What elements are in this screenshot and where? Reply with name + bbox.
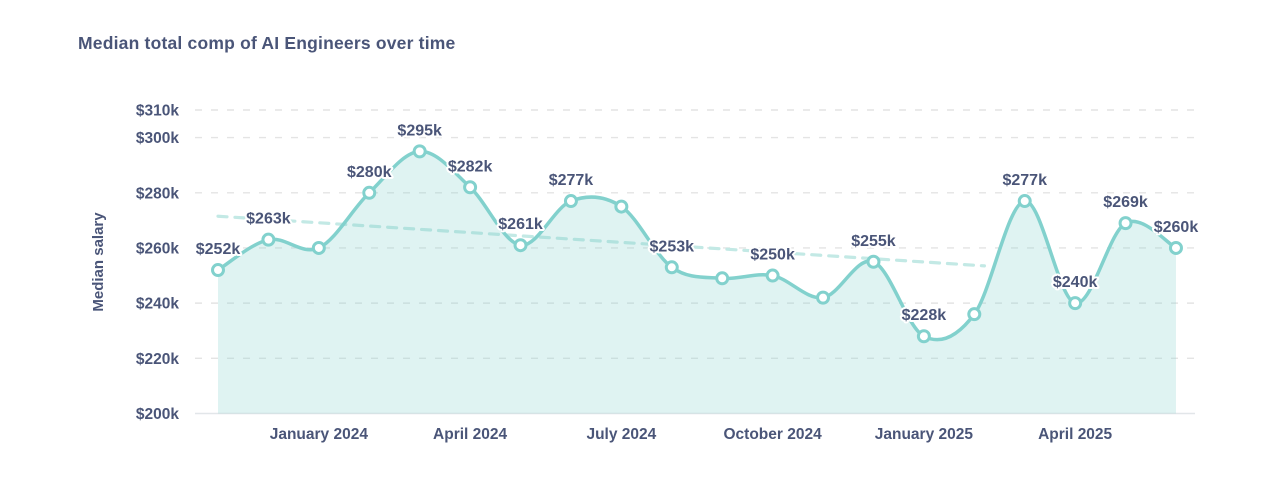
data-point-label: $269k [1103,194,1148,211]
y-tick-label: $240k [136,296,179,313]
data-point-marker[interactable] [513,238,528,253]
data-point-label: $228k [902,307,947,324]
data-point-label: $255k [851,233,896,250]
x-tick-label: October 2024 [724,426,823,443]
data-point-label: $277k [549,172,594,189]
data-point-marker[interactable] [463,180,478,195]
data-point-labels: $252k $263k $280k $295k $282k $261k $277k $253k… [194,120,1201,326]
data-point-marker[interactable] [715,271,730,286]
chart-title: Median total comp of AI Engineers over t… [78,33,456,53]
data-point-marker[interactable] [211,263,225,278]
area-fill-path [218,151,1176,414]
data-point-marker[interactable] [563,194,578,209]
data-point-label: $277k [1002,172,1047,189]
y-tick-label: $310k [136,103,179,120]
x-tick-label: April 2025 [1038,426,1112,443]
data-point-marker[interactable] [1068,296,1083,311]
data-point-label: $261k [498,216,543,233]
data-point-marker[interactable] [261,232,276,247]
x-tick-label: July 2024 [586,426,656,443]
trend-line [216,214,986,268]
data-point-label: $280k [347,164,392,181]
data-point-label: $252k [196,241,241,258]
x-tick-label: April 2024 [433,426,507,443]
data-point-marker[interactable] [311,240,326,255]
trend-dashed-line [216,214,986,268]
data-point-label: $253k [650,238,695,255]
x-axis-tick-labels: January 2024 April 2024 July 2024 October 2… [270,426,1113,443]
data-point-marker[interactable] [866,254,881,269]
data-point-label: $250k [750,247,795,264]
data-point-marker[interactable] [816,290,831,305]
data-point-marker[interactable] [614,199,629,214]
data-point-marker[interactable] [1118,216,1133,231]
y-tick-label: $300k [136,130,179,147]
y-tick-label: $260k [136,240,179,257]
y-tick-label: $220k [136,351,179,368]
data-point-label: $282k [448,158,493,175]
data-point-marker[interactable] [362,185,377,200]
data-point-label: $260k [1154,219,1199,236]
data-point-label: $240k [1053,274,1098,291]
data-point-marker[interactable] [664,260,679,275]
data-point-marker[interactable] [412,144,427,159]
x-tick-label: January 2024 [270,426,369,443]
y-axis-title: Median salary [90,212,107,312]
y-tick-label: $280k [136,185,179,202]
data-point-markers [211,144,1183,344]
data-point-marker[interactable] [1168,240,1183,255]
x-tick-label: January 2025 [875,426,974,443]
data-point-marker[interactable] [765,268,780,283]
data-point-marker[interactable] [967,307,982,322]
data-point-label: $295k [397,122,442,139]
y-tick-label: $200k [136,406,179,423]
y-axis-tick-labels: $310k $300k $280k $260k $240k $220k $200k [136,103,179,424]
data-point-marker[interactable] [1017,194,1032,209]
area-fill [218,151,1176,414]
data-point-label: $263k [246,211,291,228]
data-point-marker[interactable] [916,329,931,344]
